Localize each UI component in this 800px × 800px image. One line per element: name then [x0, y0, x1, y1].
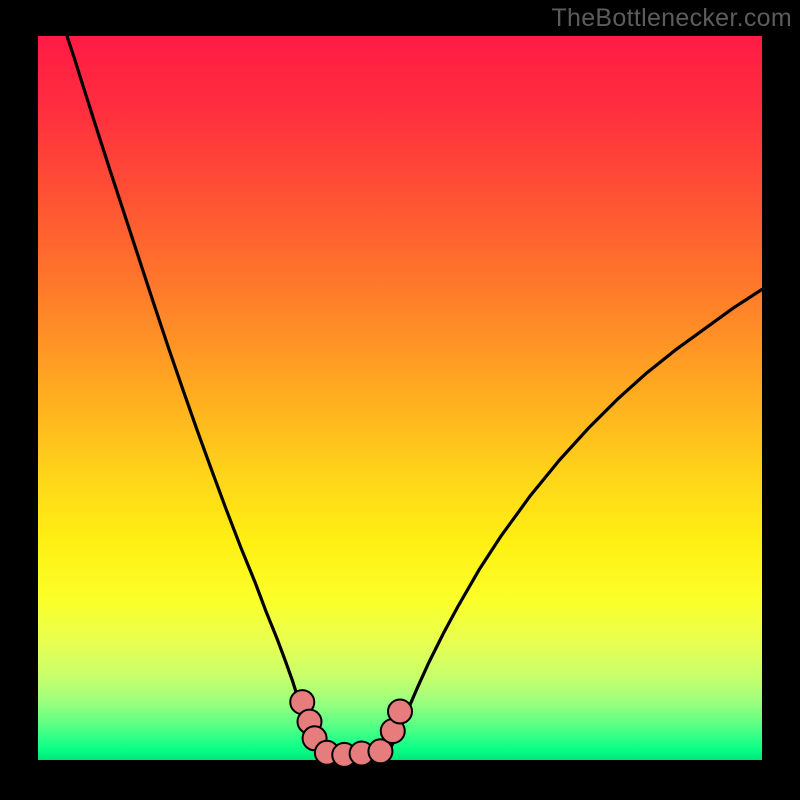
watermark-text: TheBottlenecker.com — [551, 4, 792, 33]
bottleneck-chart — [0, 0, 800, 800]
data-point — [388, 699, 412, 723]
plot-area — [38, 36, 762, 760]
chart-frame: TheBottlenecker.com — [0, 0, 800, 800]
